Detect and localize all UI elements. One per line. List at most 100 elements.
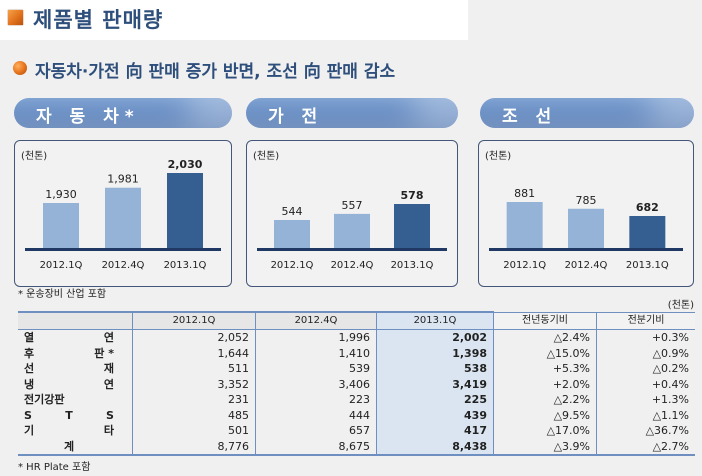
value-yoy: △15.0%	[493, 345, 597, 361]
header-2013-1q: 2013.1Q	[376, 311, 494, 330]
table-row: 기 타 501 657 417 △17.0% △36.7%	[18, 423, 695, 439]
category-label: 2012.4Q	[565, 260, 608, 271]
value-2012-4q: 223	[255, 392, 377, 408]
value-2012-1q: 231	[132, 392, 256, 408]
value-2013-1q: 439	[376, 407, 494, 423]
category-label: 2013.1Q	[164, 260, 207, 271]
value-2012-4q: 657	[255, 423, 377, 439]
bar-value-label: 557	[342, 199, 363, 212]
value-2012-1q: 3,352	[132, 376, 256, 392]
value-2012-1q: 8,776	[132, 438, 256, 456]
table-row: S T S 485 444 439 △9.5% △1.1%	[18, 407, 695, 424]
table-row: 열 연 2,052 1,996 2,002 △2.4% +0.3%	[18, 329, 695, 346]
bar-value-label: 1,981	[107, 173, 139, 186]
header-2012-4q: 2012.4Q	[255, 311, 377, 330]
category-label: 2012.4Q	[331, 260, 374, 271]
bar-chart-automotive: 1,930 2012.1Q 1,981 2012.4Q 2,030 2013.1Q	[25, 158, 221, 271]
row-label-part: 후	[24, 346, 35, 360]
value-2013-1q: 1,398	[376, 345, 494, 361]
chart-panel-automotive: (천톤) 1,930 2012.1Q 1,981 2012.4Q 2,030 2013.1…	[14, 140, 232, 287]
row-label-part: 냉	[24, 377, 35, 391]
table-footnote: * HR Plate 포함	[18, 462, 91, 473]
value-2012-1q: 485	[132, 407, 256, 423]
value-yoy: △17.0%	[493, 423, 597, 439]
value-yoy: △9.5%	[493, 407, 597, 423]
header-qoq: 전분기비	[596, 311, 695, 330]
sales-table: 2012.1Q 2012.4Q 2013.1Q 전년동기비 전분기비 열 연 2,0…	[18, 311, 695, 456]
value-2013-1q: 8,438	[376, 438, 494, 456]
bar-value-label: 785	[576, 194, 597, 207]
value-2012-4q: 3,406	[255, 376, 377, 392]
orange-bullet-icon	[13, 61, 27, 75]
value-qoq: △1.1%	[596, 407, 695, 423]
bar-chart-appliance: 544 2012.1Q 557 2012.4Q 578 2013.1Q	[257, 189, 447, 271]
value-2012-4q: 444	[255, 407, 377, 423]
bar-value-label: 2,030	[168, 158, 203, 171]
category-label: 2012.4Q	[102, 260, 145, 271]
table-row: 계 8,776 8,675 8,438 △3.9% △2.7%	[18, 438, 695, 456]
value-2013-1q: 2,002	[376, 329, 494, 346]
table-row: 선 재 511 539 538 +5.3% △0.2%	[18, 361, 695, 377]
chart-panel-shipbuilding: (천톤) 881 2012.1Q 785 2012.4Q 682 2013.1Q	[478, 140, 694, 287]
bar-value-label: 1,930	[45, 188, 77, 201]
table-row: 후 판 * 1,644 1,410 1,398 △15.0% △0.9%	[18, 345, 695, 361]
value-2012-4q: 539	[255, 361, 377, 377]
row-label-part: S	[106, 408, 114, 422]
value-qoq: +0.4%	[596, 376, 695, 392]
category-label: 2012.1Q	[271, 260, 314, 271]
row-label: 계	[18, 438, 133, 456]
pill-label: 자 동 차*	[36, 107, 140, 127]
chart-unit: (천톤)	[21, 151, 48, 162]
value-qoq: △0.9%	[596, 345, 695, 361]
value-qoq: △2.7%	[596, 438, 695, 456]
pill-label: 조 선	[502, 107, 558, 127]
page-title: 제품별 판매량	[33, 8, 164, 32]
row-label-part: T	[65, 408, 73, 422]
value-2012-4q: 8,675	[255, 438, 377, 456]
pill-label: 가 전	[268, 107, 324, 127]
title-strip: 제품별 판매량	[0, 0, 468, 40]
row-label-part: 선	[24, 362, 35, 375]
category-label: 2013.1Q	[391, 260, 434, 271]
row-label: 전기강판	[18, 392, 133, 408]
row-label-part: 판 *	[94, 346, 114, 360]
value-qoq: △36.7%	[596, 423, 695, 439]
table-unit: (천톤)	[667, 300, 694, 311]
value-yoy: △2.2%	[493, 392, 597, 408]
table-header-row: 2012.1Q 2012.4Q 2013.1Q 전년동기비 전분기비	[18, 311, 695, 330]
bar-value-label: 578	[401, 189, 424, 202]
bar	[629, 216, 666, 248]
row-label-part: 계	[63, 439, 75, 453]
bar	[167, 173, 203, 248]
value-2012-1q: 501	[132, 423, 256, 439]
table-row: 전기강판 231 223 225 △2.2% +1.3%	[18, 392, 695, 408]
table-row: 냉 연 3,352 3,406 3,419 +2.0% +0.4%	[18, 376, 695, 393]
header-2012-1q: 2012.1Q	[132, 311, 256, 330]
value-qoq: +1.3%	[596, 392, 695, 408]
row-label-part: 연	[103, 331, 114, 344]
bar-value-label: 682	[636, 201, 659, 214]
row-label-part: 연	[103, 377, 114, 391]
value-yoy: +2.0%	[493, 376, 597, 392]
value-yoy: △2.4%	[493, 329, 597, 346]
bar	[105, 187, 141, 248]
bar	[506, 202, 543, 248]
bar-value-label: 881	[514, 187, 535, 200]
value-2013-1q: 225	[376, 392, 494, 408]
row-label-part: 재	[103, 362, 114, 375]
value-2012-1q: 1,644	[132, 345, 256, 361]
row-label-part: 열	[24, 331, 35, 344]
chart-baseline	[25, 248, 221, 251]
bar	[394, 204, 430, 248]
value-2012-4q: 1,996	[255, 329, 377, 346]
category-label: 2012.1Q	[40, 260, 83, 271]
chart-baseline	[257, 248, 447, 251]
value-2013-1q: 3,419	[376, 376, 494, 392]
value-qoq: △0.2%	[596, 361, 695, 377]
row-label-part: 타	[103, 424, 114, 437]
